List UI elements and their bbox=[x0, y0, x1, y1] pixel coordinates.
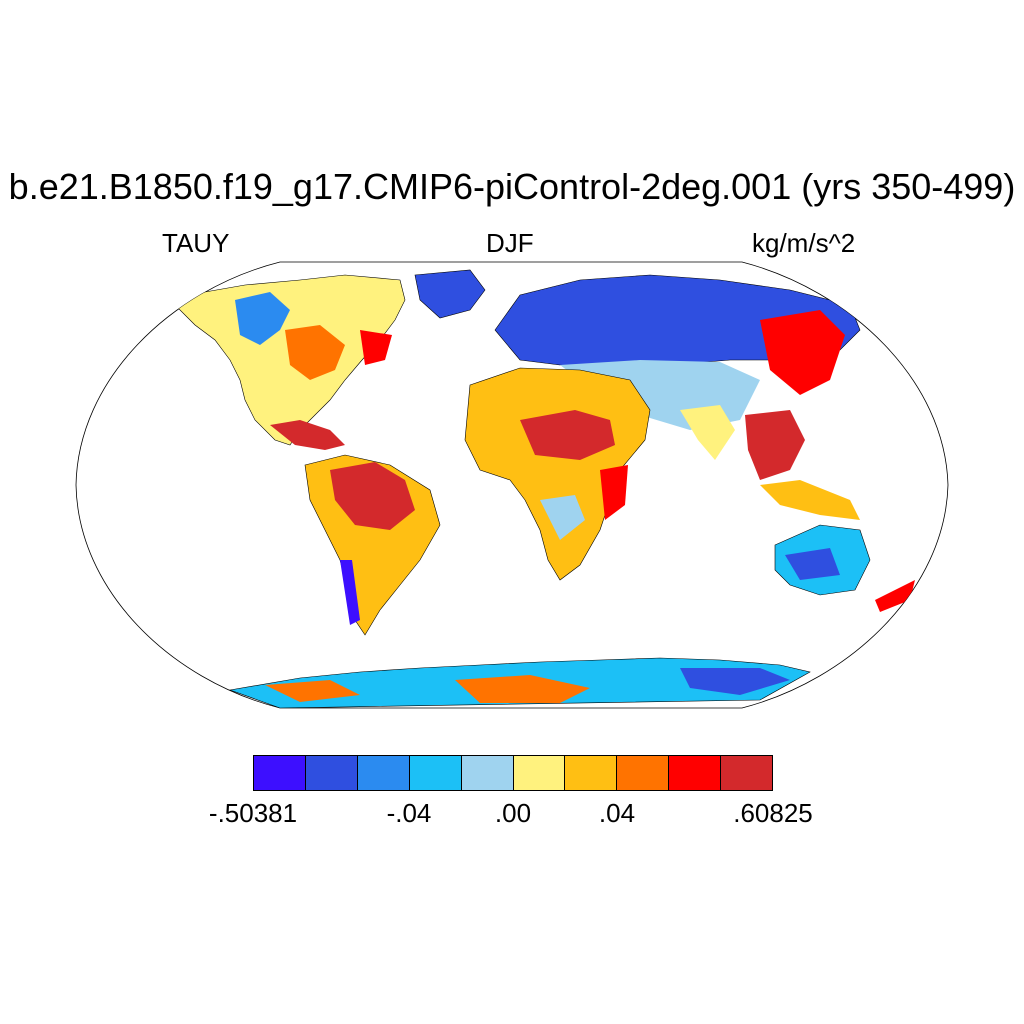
colorbar-label: -.04 bbox=[386, 798, 432, 828]
antarctica-west-high bbox=[265, 680, 360, 702]
colorbar-box bbox=[617, 756, 670, 790]
colorbar-label: .60825 bbox=[733, 798, 813, 828]
colorbar-box bbox=[461, 756, 514, 790]
north-america-west-low bbox=[235, 292, 290, 345]
colorbar-box bbox=[409, 756, 462, 790]
australia-interior-low bbox=[785, 548, 840, 580]
gulf-high bbox=[270, 420, 345, 450]
plot-title: b.e21.B1850.f19_g17.CMIP6-piControl-2deg… bbox=[8, 166, 1016, 207]
colorbar-label: .00 bbox=[494, 798, 532, 828]
greenland-region bbox=[414, 269, 486, 319]
andes-low bbox=[340, 560, 360, 625]
colorbar bbox=[253, 755, 773, 791]
colorbar-box bbox=[565, 756, 618, 790]
new-zealand-region bbox=[875, 580, 915, 612]
north-america-interior-high bbox=[285, 325, 345, 380]
colorbar-box bbox=[305, 756, 358, 790]
colorbar-box bbox=[721, 756, 773, 790]
amazon-high bbox=[330, 462, 415, 530]
africa-east-high bbox=[600, 465, 628, 520]
africa-south-light bbox=[540, 495, 585, 540]
colorbar-label: -.50381 bbox=[208, 798, 298, 828]
sahara-high bbox=[520, 410, 615, 460]
india-region bbox=[680, 405, 735, 460]
units-label: kg/m/s^2 bbox=[752, 228, 856, 258]
colorbar-box bbox=[669, 756, 722, 790]
colorbar-box bbox=[357, 756, 410, 790]
southeast-asia-high bbox=[745, 410, 805, 480]
colorbar-box bbox=[513, 756, 566, 790]
season-label: DJF bbox=[486, 228, 534, 258]
colorbar-label: .04 bbox=[598, 798, 636, 828]
variable-label: TAUY bbox=[162, 228, 230, 258]
colorbar-box bbox=[254, 756, 306, 790]
north-america-east-high bbox=[360, 330, 392, 365]
antarctica-east-low bbox=[680, 668, 790, 695]
east-asia-high bbox=[760, 310, 845, 395]
antarctica-central-high bbox=[455, 675, 590, 703]
indonesia-region bbox=[760, 480, 860, 520]
